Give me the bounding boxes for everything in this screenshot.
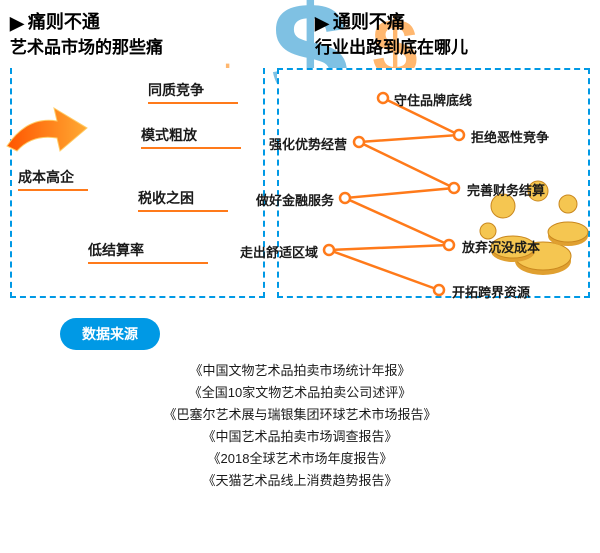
left-item: 同质竞争 [148, 78, 238, 107]
header-left-title: 痛则不通 [28, 12, 100, 32]
zigzag-label: 走出舒适区域 [240, 242, 318, 261]
underline [18, 189, 88, 192]
panel-row: 同质竞争模式粗放成本高企税收之困低结算率 守住品牌底线拒绝恶性竞争强化优势经营完… [0, 60, 600, 298]
source-item: 《巴塞尔艺术展与瑞银集团环球艺术市场报告》 [20, 404, 580, 426]
underline [141, 147, 241, 150]
underline [88, 262, 208, 265]
left-panel: 同质竞争模式粗放成本高企税收之困低结算率 [10, 68, 265, 298]
source-item: 《天猫艺术品线上消费趋势报告》 [20, 470, 580, 492]
zigzag-label: 做好金融服务 [256, 190, 334, 209]
header-left: ▶痛则不通 艺术品市场的那些痛 [10, 10, 285, 60]
source-section: 数据来源 《中国文物艺术品拍卖市场统计年报》《全国10家文物艺术品拍卖公司述评》… [0, 318, 600, 493]
headers-row: ▶痛则不通 艺术品市场的那些痛 ▶通则不痛 行业出路到底在哪儿 [0, 0, 600, 60]
underline [148, 102, 238, 105]
big-arrow-icon [2, 96, 92, 171]
left-item-label: 模式粗放 [141, 125, 241, 145]
source-pill: 数据来源 [60, 318, 160, 350]
triangle-marker-icon: ▶ [315, 11, 329, 36]
triangle-marker-icon: ▶ [10, 11, 24, 36]
zigzag-label: 开拓跨界资源 [452, 282, 530, 301]
source-item: 《中国文物艺术品拍卖市场统计年报》 [20, 360, 580, 382]
zigzag-label: 放弃沉没成本 [462, 237, 540, 256]
zigzag-label: 拒绝恶性竞争 [471, 127, 549, 146]
left-item: 税收之困 [138, 186, 228, 215]
header-right: ▶通则不痛 行业出路到底在哪儿 [315, 10, 590, 60]
zigzag-label: 守住品牌底线 [394, 90, 472, 109]
zigzag-label: 强化优势经营 [269, 134, 347, 153]
left-item: 低结算率 [88, 238, 208, 267]
zigzag-label: 完善财务结算 [467, 180, 545, 199]
header-right-title: 通则不痛 [333, 12, 405, 32]
header-left-sub: 艺术品市场的那些痛 [10, 36, 285, 60]
right-panel: 守住品牌底线拒绝恶性竞争强化优势经营完善财务结算做好金融服务放弃沉没成本走出舒适… [277, 68, 590, 298]
source-item: 《全国10家文物艺术品拍卖公司述评》 [20, 382, 580, 404]
source-list: 《中国文物艺术品拍卖市场统计年报》《全国10家文物艺术品拍卖公司述评》《巴塞尔艺… [20, 360, 580, 493]
source-item: 《2018全球艺术市场年度报告》 [20, 448, 580, 470]
underline [138, 210, 228, 213]
left-item-label: 税收之困 [138, 188, 228, 208]
header-right-sub: 行业出路到底在哪儿 [315, 36, 590, 60]
left-item-label: 低结算率 [88, 240, 208, 260]
left-item: 模式粗放 [141, 123, 241, 152]
left-item-label: 同质竞争 [148, 80, 238, 100]
source-item: 《中国艺术品拍卖市场调查报告》 [20, 426, 580, 448]
